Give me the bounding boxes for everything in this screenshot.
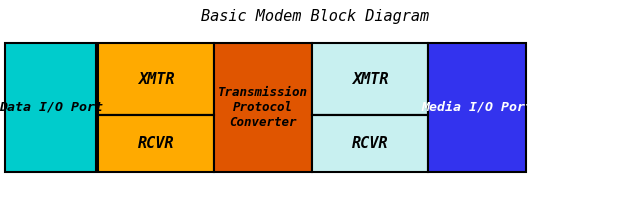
FancyBboxPatch shape xyxy=(214,43,312,172)
FancyBboxPatch shape xyxy=(5,43,96,172)
Text: Transmission
Protocol
Converter: Transmission Protocol Converter xyxy=(218,86,308,129)
FancyBboxPatch shape xyxy=(312,43,428,115)
Text: RCVR: RCVR xyxy=(138,136,174,151)
Text: Basic Modem Block Diagram: Basic Modem Block Diagram xyxy=(201,9,429,24)
FancyBboxPatch shape xyxy=(428,43,526,172)
Text: RCVR: RCVR xyxy=(352,136,388,151)
Text: Media I/O Port: Media I/O Port xyxy=(421,101,533,114)
FancyBboxPatch shape xyxy=(312,115,428,172)
Text: Data I/O Port: Data I/O Port xyxy=(0,101,103,114)
FancyBboxPatch shape xyxy=(98,43,214,115)
Text: XMTR: XMTR xyxy=(138,72,174,86)
Text: XMTR: XMTR xyxy=(352,72,388,86)
FancyBboxPatch shape xyxy=(98,115,214,172)
